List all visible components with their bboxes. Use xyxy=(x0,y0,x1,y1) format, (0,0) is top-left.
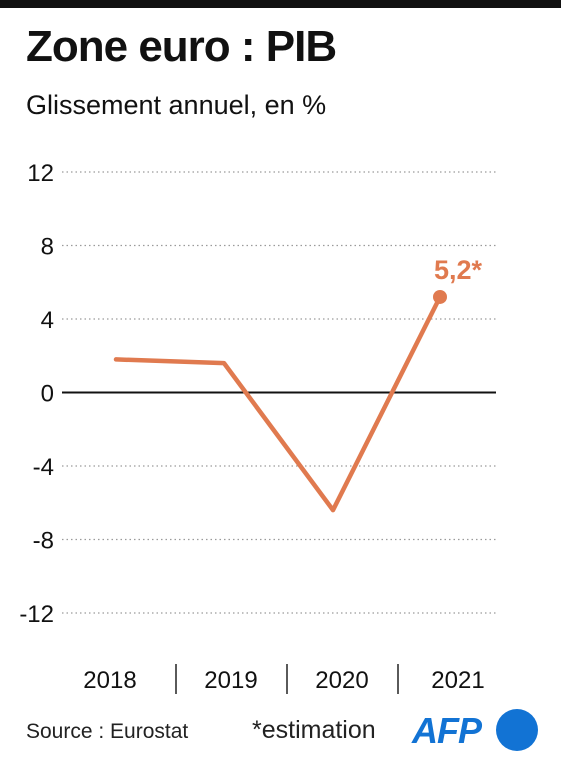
top-rule xyxy=(0,0,561,8)
afp-logo-dot xyxy=(496,709,538,751)
y-tick-label: -12 xyxy=(19,601,54,628)
chart-subtitle: Glissement annuel, en % xyxy=(26,90,327,120)
source-note: Source : Eurostat xyxy=(26,720,189,743)
chart-title: Zone euro : PIB xyxy=(26,22,337,71)
y-tick-label: 12 xyxy=(27,160,54,187)
x-tick-label: 2019 xyxy=(204,667,257,694)
series-line xyxy=(113,294,443,513)
x-tick-label: 2020 xyxy=(315,667,368,694)
afp-logo: AFP xyxy=(412,708,542,754)
x-tick-label: 2021 xyxy=(431,667,484,694)
data-point-2021 xyxy=(433,289,447,304)
x-tick-label: 2018 xyxy=(83,667,136,694)
estimation-note: *estimation xyxy=(252,716,376,744)
afp-logo-text: AFP xyxy=(412,710,482,751)
y-tick-label: -4 xyxy=(33,454,54,481)
data-label-2021: 5,2* xyxy=(434,255,483,285)
y-tick-label: -8 xyxy=(33,528,54,555)
line-chart: 12 8 4 0 -4 -8 -12 5,2* 2018 2019 2020 2021 xyxy=(19,160,496,694)
y-tick-label: 0 xyxy=(41,381,54,408)
y-tick-label: 4 xyxy=(41,307,54,334)
y-tick-label: 8 xyxy=(41,234,54,261)
